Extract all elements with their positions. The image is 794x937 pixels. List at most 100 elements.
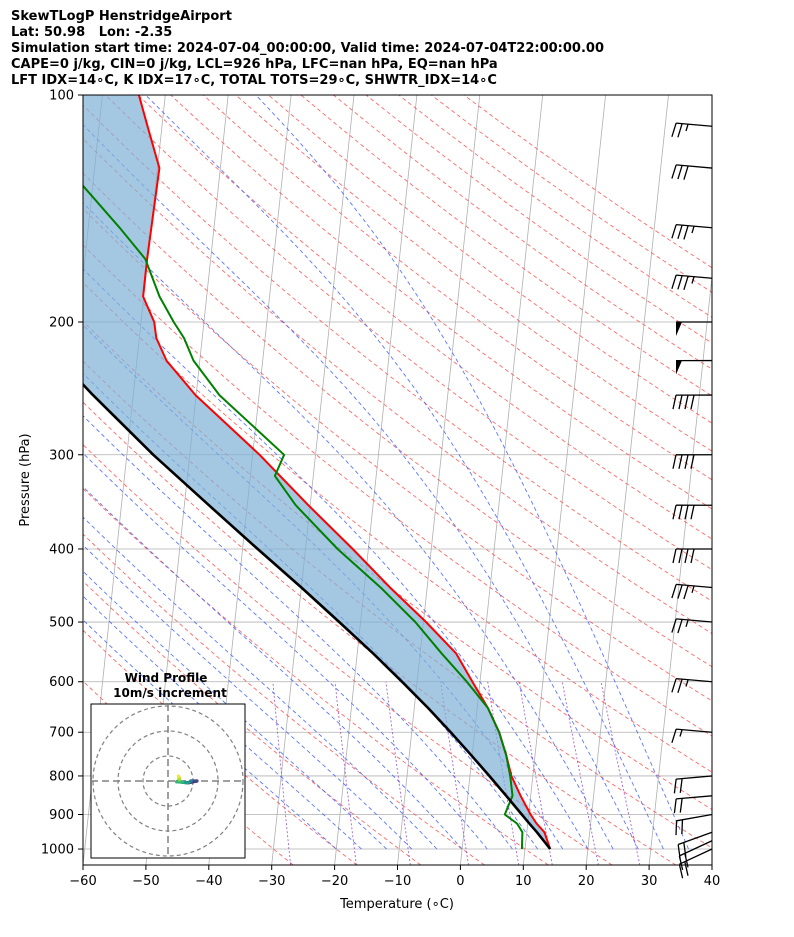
mixing-ratio-line bbox=[334, 681, 357, 865]
wind-barb-full bbox=[684, 861, 689, 876]
dry-adiabat bbox=[333, 95, 712, 370]
wind-barb-half bbox=[685, 679, 689, 687]
wind-barb-shaft bbox=[676, 274, 713, 279]
moist-adiabat bbox=[83, 452, 488, 850]
moist-adiabat bbox=[83, 202, 614, 850]
x-tick-label: 40 bbox=[704, 874, 721, 889]
isotherm-line bbox=[775, 95, 794, 865]
mixing-ratio-line bbox=[272, 681, 292, 865]
dry-adiabat bbox=[268, 95, 712, 424]
wind-barb bbox=[671, 583, 713, 600]
isotherm-line bbox=[522, 95, 606, 865]
moist-adiabat bbox=[83, 268, 589, 850]
wind-barb-flag bbox=[676, 321, 682, 336]
dry-adiabat bbox=[83, 629, 358, 865]
wind-barb-full bbox=[671, 728, 677, 743]
mixing-ratio-line bbox=[518, 681, 553, 865]
isotherm-line bbox=[711, 861, 712, 865]
wind-barb-full bbox=[678, 505, 683, 520]
wind-barb-full bbox=[677, 844, 681, 859]
wind-barb-full bbox=[672, 505, 677, 520]
inset-subtitle: 10m/s increment bbox=[113, 686, 227, 700]
wind-barb-full bbox=[671, 584, 677, 599]
y-tick-label: 300 bbox=[49, 448, 74, 463]
y-tick-label: 400 bbox=[49, 542, 74, 557]
x-tick-label: −30 bbox=[258, 874, 285, 889]
wind-barb-full bbox=[690, 505, 695, 520]
dry-adiabat bbox=[463, 95, 712, 269]
wind-barb-full bbox=[677, 584, 683, 599]
y-tick-label: 1000 bbox=[41, 843, 74, 858]
wind-barb-full bbox=[683, 275, 689, 290]
moist-adiabat bbox=[83, 595, 362, 850]
x-tick-label: 0 bbox=[456, 874, 464, 889]
wind-barb-full bbox=[672, 454, 677, 469]
dry-adiabat bbox=[235, 95, 712, 452]
wind-barb-full bbox=[677, 123, 683, 138]
wind-barbs bbox=[671, 122, 713, 879]
wind-barb-full bbox=[678, 394, 683, 410]
dry-adiabat bbox=[170, 95, 712, 510]
x-tick-label: −10 bbox=[384, 874, 411, 889]
mixing-ratio-line bbox=[600, 681, 641, 865]
wind-barb-half bbox=[685, 619, 689, 627]
wind-barb bbox=[672, 548, 713, 564]
dry-adiabat bbox=[83, 444, 613, 865]
y-axis-label: Pressure (hPa) bbox=[18, 433, 33, 526]
wind-barb bbox=[675, 359, 713, 375]
wind-barb bbox=[671, 122, 713, 138]
dry-adiabat bbox=[83, 487, 549, 865]
x-tick-label: −60 bbox=[69, 874, 96, 889]
wind-barb-full bbox=[671, 224, 677, 239]
temperature-line bbox=[137, 95, 552, 850]
isotherm-line bbox=[585, 95, 669, 865]
wind-barb bbox=[671, 164, 713, 180]
wind-barb-full bbox=[671, 678, 677, 693]
x-tick-label: 30 bbox=[641, 874, 658, 889]
wind-barb-full bbox=[681, 819, 684, 835]
wind-barb-full bbox=[678, 454, 683, 469]
wind-barb-full bbox=[673, 779, 677, 794]
wind-barb-shaft bbox=[676, 164, 713, 169]
wind-barb-full bbox=[684, 394, 689, 410]
wind-barb bbox=[672, 454, 713, 469]
wind-barb-half bbox=[691, 276, 695, 284]
wind-barb-full bbox=[683, 842, 687, 857]
wind-barb-full bbox=[678, 548, 683, 564]
wind-barb-full bbox=[675, 820, 678, 836]
wind-barb-full bbox=[671, 164, 677, 179]
wind-barb-full bbox=[690, 454, 695, 469]
wind-barb-full bbox=[672, 394, 677, 410]
dry-adiabat bbox=[83, 533, 485, 865]
y-tick-label: 200 bbox=[49, 315, 74, 330]
wind-barb bbox=[675, 321, 713, 336]
wind-profile-inset bbox=[90, 703, 246, 859]
x-axis-label: Temperature (∘C) bbox=[339, 897, 454, 912]
cin-shaded-area bbox=[83, 95, 551, 849]
wind-barb-shaft bbox=[676, 223, 713, 229]
wind-barb bbox=[677, 831, 713, 859]
wind-barb-full bbox=[690, 394, 695, 410]
wind-barb-half bbox=[679, 729, 683, 737]
wind-barb-full bbox=[671, 122, 677, 137]
wind-barb-full bbox=[683, 225, 689, 240]
moist-adiabat bbox=[83, 619, 337, 850]
wind-barb-full bbox=[677, 619, 683, 634]
wind-barb bbox=[673, 775, 713, 794]
isotherm-line bbox=[271, 95, 355, 865]
chart-title-block: SkewTLogP HenstridgeAirport Lat: 50.98 L… bbox=[11, 9, 604, 89]
wind-barb-full bbox=[677, 275, 683, 290]
parcel-line bbox=[83, 382, 552, 850]
axes-layer: −60 −50 −40 −30 −20 −10 0 10 20 30 40 1000 900 800 700… bbox=[41, 89, 720, 890]
wind-barb-full bbox=[690, 548, 695, 564]
isotherm-line bbox=[334, 95, 418, 865]
wind-barb-half bbox=[685, 123, 689, 132]
wind-barb-full bbox=[671, 274, 677, 289]
y-tick-label: 800 bbox=[49, 769, 74, 784]
title-station: SkewTLogP HenstridgeAirport bbox=[11, 9, 232, 24]
wind-barb-full bbox=[679, 778, 683, 793]
moist-adiabat bbox=[83, 486, 463, 850]
wind-barb-full bbox=[677, 224, 683, 239]
wind-barb bbox=[671, 618, 713, 634]
wind-barb-full bbox=[683, 585, 689, 600]
